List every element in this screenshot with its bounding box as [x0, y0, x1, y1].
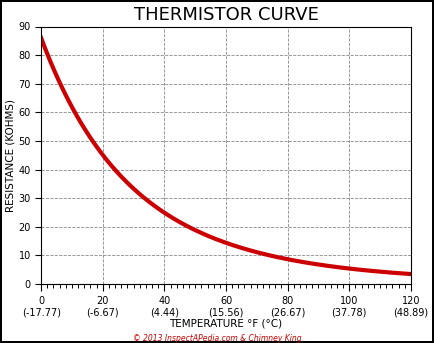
Text: © 2013 InspectAPedia.com & Chimney King: © 2013 InspectAPedia.com & Chimney King [133, 334, 301, 343]
X-axis label: TEMPERATURE °F (°C): TEMPERATURE °F (°C) [169, 319, 283, 329]
Title: THERMISTOR CURVE: THERMISTOR CURVE [134, 5, 319, 24]
Y-axis label: RESISTANCE (KOHMS): RESISTANCE (KOHMS) [6, 99, 16, 212]
